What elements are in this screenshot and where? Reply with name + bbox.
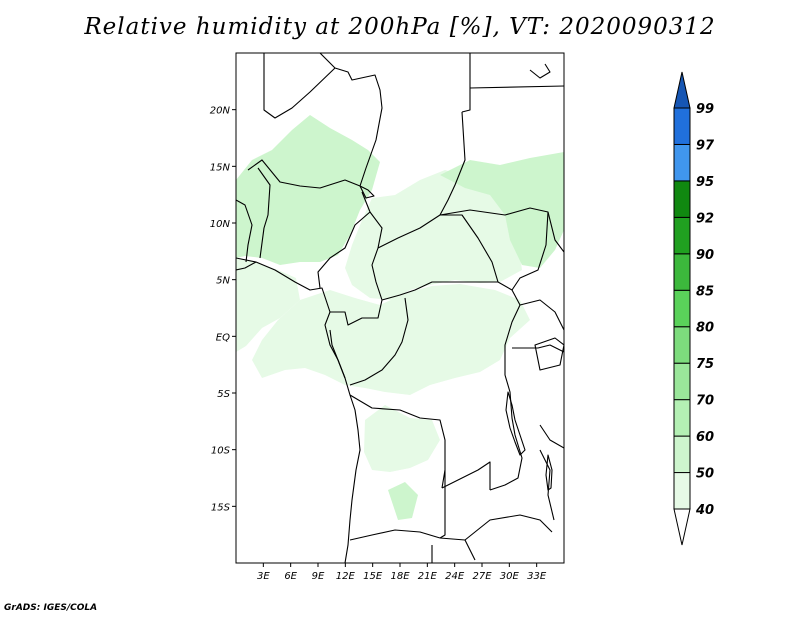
colorbar-segment: [673, 362, 691, 401]
y-tick-label: 5N: [216, 276, 230, 287]
colorbar-label: 60: [696, 430, 714, 445]
border-congo-drc: [349, 297, 409, 386]
border-car-north: [377, 214, 499, 283]
border-algeria-libya: [319, 53, 383, 187]
colorbar-segment: [673, 435, 691, 474]
lake-victoria: [534, 337, 564, 371]
longitude-axis: 3E 6E 9E 12E 15E 18E 21E 24E 27E 30E 33E: [257, 563, 547, 582]
y-tick-label: 15S: [211, 502, 231, 513]
colorbar-segment: [673, 508, 691, 546]
x-tick-label: 18E: [390, 571, 410, 582]
border-benin: [257, 167, 271, 259]
rh-region-sudan: [440, 152, 564, 268]
border-zambia-south: [439, 514, 553, 541]
latitude-axis: 20N 15N 10N 5N EQ 5S 10S 15S: [210, 106, 236, 513]
border-drc-angola: [349, 394, 446, 489]
colorbar-label: 99: [696, 102, 714, 117]
rh-region-eastcongo: [465, 298, 512, 338]
border-uganda-kenya: [519, 299, 564, 331]
border-egypt-sudan: [469, 85, 564, 89]
lake-tanganyika: [505, 391, 526, 456]
rh-region-chad: [288, 168, 348, 212]
colorbar-label: 70: [696, 394, 714, 409]
y-tick-label: 20N: [210, 106, 231, 117]
colorbar: 40 50 60 70 75 80 85 90 92 95 97 99: [673, 71, 715, 546]
colorbar-segment: [673, 399, 691, 437]
map-title: Relative humidity at 200hPa [%], VT: 202…: [84, 14, 716, 40]
colorbar-label: 80: [696, 321, 714, 336]
colorbar-segment: [673, 71, 691, 109]
y-tick-label: 15N: [210, 162, 231, 173]
grads-credit: GrADS: IGES/COLA: [4, 603, 98, 613]
border-cameroon-chad: [369, 211, 383, 301]
border-mali-niger: [263, 53, 336, 119]
y-tick-label: 10N: [210, 219, 231, 230]
x-tick-label: 21E: [418, 571, 438, 582]
y-tick-label: EQ: [216, 332, 230, 343]
lake-malawi: [545, 454, 553, 491]
rh-region-gabon: [330, 325, 368, 356]
border-drc-east: [489, 289, 523, 491]
border-angola-namibia: [349, 529, 441, 541]
rh-region-angola: [364, 405, 440, 472]
rh-region-namibia: [388, 482, 418, 520]
border-libya-egypt: [461, 53, 471, 113]
colorbar-segment: [673, 289, 691, 328]
border-zambia-zimbabwe: [464, 539, 476, 561]
border-ssudan-ethiopia: [511, 211, 549, 291]
colorbar-segment: [673, 143, 691, 182]
colorbar-segment: [673, 472, 691, 510]
lake-chad: [359, 185, 375, 199]
border-angola-zambia: [439, 470, 446, 539]
border-tanzania: [539, 424, 564, 449]
rh-region-ghana: [236, 258, 300, 352]
colorbar-label: 40: [695, 503, 714, 518]
coastline-west-africa: [236, 257, 361, 563]
coastline-gulf-guinea: [236, 261, 257, 271]
colorbar-label: 92: [696, 211, 714, 226]
x-tick-label: 30E: [500, 571, 520, 582]
border-gabon-congo: [330, 299, 383, 326]
colorbar-label: 85: [696, 284, 714, 299]
border-chad-sudan: [439, 111, 466, 216]
rh-region-car: [345, 170, 522, 300]
colorbar-label: 97: [696, 138, 715, 153]
x-tick-label: 15E: [363, 571, 383, 582]
colorbar-segment: [673, 253, 691, 291]
border-burkina-ghana: [236, 199, 253, 263]
y-tick-label: 5S: [217, 389, 230, 400]
colorbar-segment: [673, 216, 691, 255]
colorbar-segment: [673, 180, 691, 218]
rh-region-congo: [252, 284, 530, 395]
colorbar-segment: [673, 326, 691, 364]
border-drc-zambia: [441, 461, 491, 490]
x-tick-label: 6E: [284, 571, 297, 582]
border-uganda-south: [512, 344, 564, 353]
x-tick-label: 9E: [312, 571, 325, 582]
y-tick-label: 10S: [211, 446, 231, 457]
x-tick-label: 3E: [257, 571, 270, 582]
humidity-shading: [236, 115, 564, 520]
x-tick-label: 33E: [527, 571, 547, 582]
border-car-drc: [381, 281, 513, 301]
x-tick-label: 12E: [336, 571, 356, 582]
x-tick-label: 27E: [472, 571, 492, 582]
border-niger-nigeria: [247, 159, 361, 189]
colorbar-label: 95: [696, 175, 714, 190]
border-sudan-ssudan: [439, 207, 564, 253]
coastline-red-sea: [529, 63, 551, 79]
x-tick-label: 24E: [445, 571, 465, 582]
colorbar-label: 75: [696, 357, 714, 372]
country-borders: [236, 53, 564, 563]
colorbar-segment: [673, 107, 691, 145]
border-malawi: [539, 449, 555, 521]
colorbar-label: 90: [696, 248, 714, 263]
colorbar-label: 50: [696, 467, 714, 482]
